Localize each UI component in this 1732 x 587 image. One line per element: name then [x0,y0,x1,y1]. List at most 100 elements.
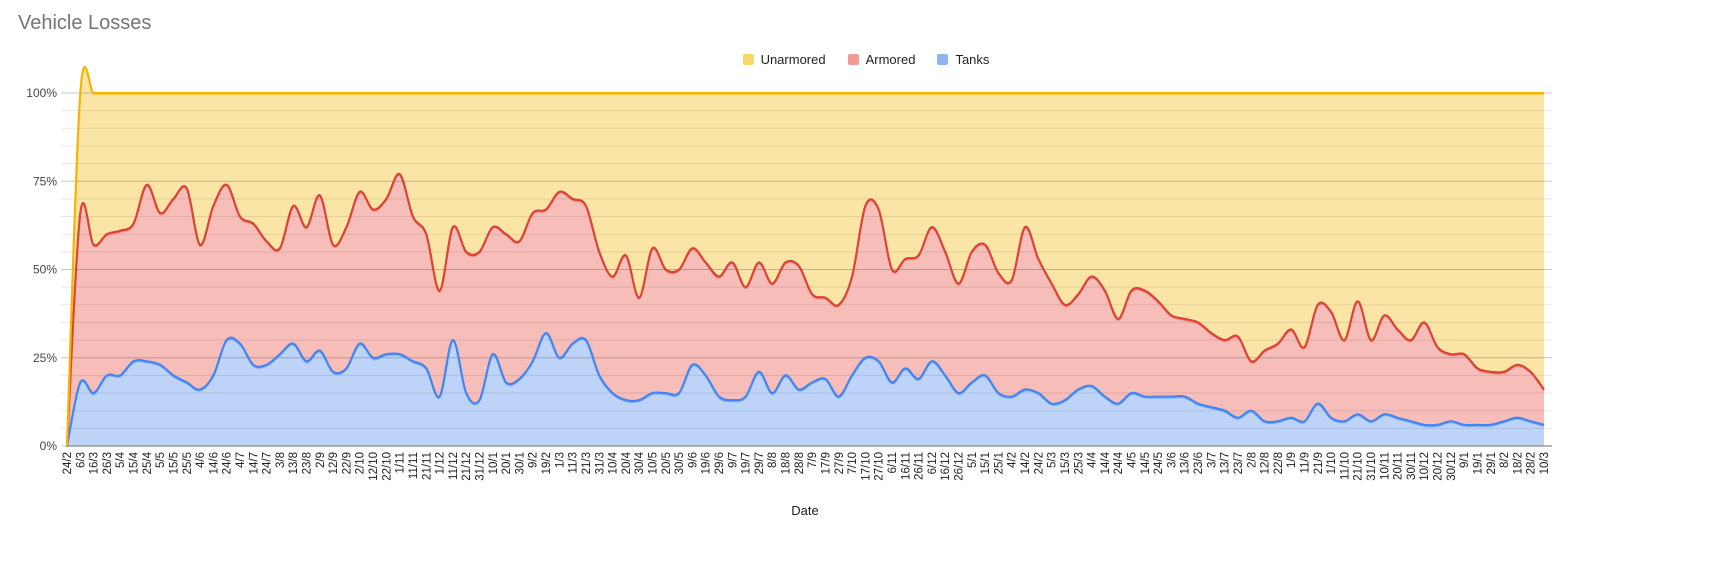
chart-title: Vehicle Losses [18,12,152,34]
x-tick-label: 3/8 [275,452,287,468]
x-tick-label: 20/1 [501,452,513,474]
x-tick-label: 19/7 [741,452,753,474]
x-tick-label: 11/11 [408,452,420,479]
x-tick-label: 5/5 [155,452,167,468]
x-tick-label: 31/3 [594,452,606,474]
x-tick-label: 14/4 [1100,451,1112,474]
x-tick-label: 30/12 [1446,452,1458,481]
x-tick-label: 17/9 [820,452,832,474]
area-armored [67,173,1544,446]
x-tick-label: 21/12 [461,452,473,481]
x-tick-label: 23/8 [302,452,314,474]
x-tick-label: 9/6 [687,452,699,468]
legend-item-tanks[interactable]: Tanks [937,52,989,67]
x-tick-label: 24/6 [222,452,234,474]
x-tick-label: 20/11 [1393,452,1405,480]
x-tick-label: 20/5 [661,452,673,474]
x-tick-label: 21/11 [421,452,433,480]
x-tick-label: 6/11 [887,452,899,474]
x-tick-label: 31/10 [1366,452,1378,481]
x-tick-label: 1/11 [395,452,407,474]
x-tick-label: 14/7 [248,452,260,474]
x-tick-label: 11/9 [1299,452,1311,474]
area-tanks [67,333,1544,446]
y-tick-label: 100% [26,86,57,100]
x-tick-label: 12/9 [328,452,340,474]
x-tick-label: 22/10 [381,452,393,481]
x-tick-label: 1/3 [554,452,566,468]
x-tick-label: 12/8 [1260,452,1272,474]
x-axis-title: Date [791,503,819,518]
x-tick-label: 23/6 [1193,452,1205,474]
x-tick-label: 2/9 [315,452,327,468]
x-tick-label: 5/4 [115,451,127,468]
x-tick-label: 12/10 [368,452,380,481]
x-tick-label: 25/1 [993,452,1005,474]
x-tick-label: 10/1 [488,452,500,474]
x-tick-label: 10/3 [1539,452,1551,474]
legend-item-armored[interactable]: Armored [847,52,915,67]
x-tick-label: 16/12 [940,452,952,481]
x-tick-label: 25/5 [182,452,194,474]
y-tick-label: 0% [40,439,58,453]
x-tick-label: 11/10 [1339,452,1351,480]
x-tick-label: 26/12 [954,452,966,481]
x-tick-label: 14/2 [1020,452,1032,474]
x-tick-label: 13/8 [288,452,300,474]
x-tick-label: 10/5 [647,452,659,474]
x-tick-label: 19/1 [1472,452,1484,474]
x-tick-label: 18/8 [781,452,793,474]
y-tick-label: 50% [33,263,57,277]
x-tick-label: 25/4 [142,451,154,474]
x-tick-label: 19/2 [541,452,553,474]
x-tick-label: 7/10 [847,452,859,474]
x-tick-label: 24/2 [62,452,74,474]
x-tick-label: 30/1 [514,452,526,474]
x-tick-label: 4/5 [1127,452,1139,468]
legend-label: Tanks [955,52,990,67]
x-tick-label: 23/7 [1233,452,1245,474]
x-tick-label: 2/10 [355,452,367,474]
x-tick-label: 31/12 [474,452,486,481]
x-tick-label: 8/8 [767,452,779,468]
x-tick-label: 4/2 [1007,452,1019,468]
legend-swatch-armored [847,54,859,65]
legend-item-unarmored[interactable]: Unarmored [742,52,826,67]
x-tick-label: 3/7 [1206,452,1218,468]
x-tick-label: 18/2 [1512,452,1524,474]
x-tick-label: 15/1 [980,452,992,474]
x-tick-label: 21/3 [581,452,593,474]
legend: Unarmored Armored Tanks [0,52,1732,67]
x-tick-label: 9/1 [1459,452,1471,468]
x-tick-label: 2/8 [1246,452,1258,468]
x-tick-label: 9/7 [727,452,739,468]
x-tick-label: 20/12 [1433,452,1445,481]
x-tick-label: 29/6 [714,452,726,474]
x-tick-label: 24/4 [1113,451,1125,474]
x-tick-label: 1/9 [1286,452,1298,468]
x-tick-label: 29/7 [754,452,766,474]
x-tick-label: 28/8 [794,452,806,474]
x-tick-label: 21/10 [1353,452,1365,481]
x-tick-label: 13/6 [1180,452,1192,474]
x-tick-label: 14/5 [1140,452,1152,474]
x-tick-label: 27/10 [874,452,886,481]
x-tick-label: 16/11 [900,452,912,480]
x-tick-label: 5/3 [1047,452,1059,468]
x-tick-label: 30/5 [674,452,686,474]
x-tick-label: 19/6 [701,452,713,474]
x-tick-label: 11/3 [568,452,580,474]
x-tick-label: 4/7 [235,452,247,468]
x-tick-label: 30/11 [1406,452,1418,480]
x-tick-label: 14/6 [208,452,220,474]
x-tick-label: 1/10 [1326,452,1338,474]
y-tick-label: 25% [33,351,57,365]
x-tick-label: 27/9 [834,452,846,474]
x-tick-label: 21/9 [1313,452,1325,474]
x-tick-label: 13/7 [1220,452,1232,474]
x-tick-label: 11/12 [448,452,460,480]
x-tick-label: 3/6 [1166,452,1178,468]
x-tick-label: 25/3 [1073,452,1085,474]
x-tick-label: 24/7 [262,452,274,474]
